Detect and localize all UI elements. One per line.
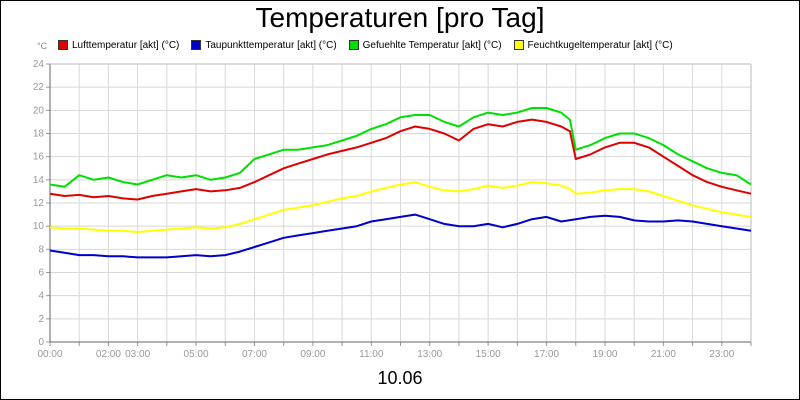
y-tick-label: 20: [33, 105, 45, 116]
legend-swatch-taupunkttemperatur: [191, 40, 202, 50]
legend-item-lufttemperatur: Lufttemperatur [akt] (°C): [58, 40, 179, 51]
y-tick-label: 16: [33, 152, 45, 163]
y-tick-label: 10: [33, 221, 45, 232]
y-tick-label: 6: [38, 268, 44, 279]
legend-swatch-gefuehlte-temperatur: [348, 40, 359, 50]
y-tick-label: 24: [33, 59, 45, 70]
legend-item-feuchtkugeltemperatur: Feuchtkugeltemperatur [akt] (°C): [513, 39, 673, 51]
y-tick-label: 8: [38, 244, 44, 255]
y-tick-label: 4: [38, 291, 44, 302]
legend-label-lufttemperatur: Lufttemperatur [akt] (°C): [72, 39, 180, 51]
chart-title: Temperaturen [pro Tag]: [255, 2, 545, 33]
y-tick-label: 2: [38, 314, 44, 325]
legend-label-taupunkttemperatur: Taupunkttemperatur [akt] (°C): [205, 39, 337, 51]
x-tick-label: 07:00: [242, 349, 267, 360]
x-tick-label: 00:00: [37, 349, 62, 360]
x-axis-date-label: 10.06: [377, 368, 423, 388]
legend-label-feuchtkugeltemperatur: Feuchtkugeltemperatur [akt] (°C): [527, 39, 673, 51]
legend-item-gefuehlte-temperatur: Gefuehlte Temperatur [akt] (°C): [348, 39, 502, 51]
y-tick-label: 14: [33, 175, 45, 186]
y-axis-unit: °C: [37, 41, 48, 51]
x-tick-label: 15:00: [476, 349, 501, 360]
x-tick-label: 09:00: [300, 349, 325, 360]
legend-item-taupunkttemperatur: Taupunkttemperatur [akt] (°C): [191, 39, 337, 51]
x-tick-label: 11:00: [359, 349, 384, 360]
y-tick-label: 12: [33, 198, 45, 209]
x-tick-label: 17:00: [534, 349, 559, 360]
y-tick-label: 0: [38, 337, 44, 348]
x-tick-label: 21:00: [651, 349, 676, 360]
y-tick-label: 22: [33, 82, 45, 93]
series-line-taupunkttemperatur: [49, 213, 752, 259]
legend-swatch-lufttemperatur: [58, 40, 68, 50]
x-tick-label: 02:00: [96, 349, 121, 360]
chart-legend: Lufttemperatur [akt] (°C) Taupunkttemper…: [58, 38, 685, 52]
y-tick-label: 18: [33, 129, 45, 140]
x-tick-label: 05:00: [184, 349, 209, 360]
series-line-feuchtkugeltemperatur: [49, 181, 752, 233]
legend-swatch-feuchtkugeltemperatur: [513, 40, 524, 50]
legend-label-gefuehlte-temperatur: Gefuehlte Temperatur [akt] (°C): [362, 39, 502, 51]
x-tick-label: 13:00: [417, 349, 442, 360]
x-tick-label: 03:00: [125, 349, 150, 360]
series-line-gefuehlte: [49, 107, 752, 188]
x-tick-label: 19:00: [592, 349, 617, 360]
x-tick-label: 23:00: [709, 349, 734, 360]
series-line-lufttemperatur: [49, 118, 752, 201]
